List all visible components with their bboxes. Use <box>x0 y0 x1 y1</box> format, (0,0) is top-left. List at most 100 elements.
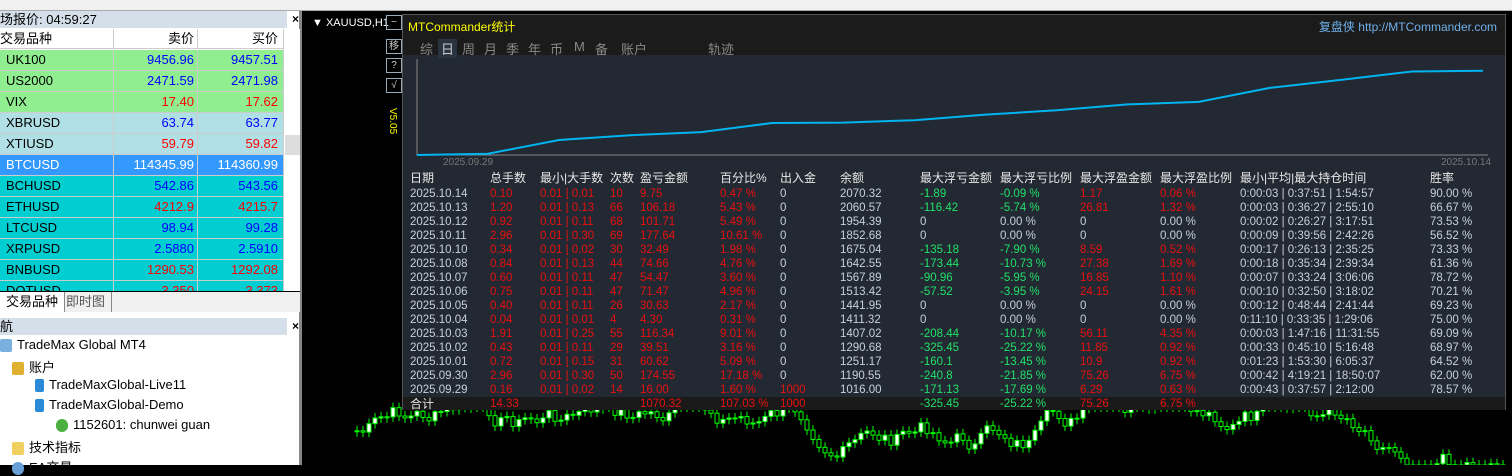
cell: 177.64 <box>640 229 675 243</box>
cell: 0:00:09 | 0:39:56 | 2:42:26 <box>1240 229 1374 243</box>
cell: 116.34 <box>640 327 674 341</box>
cell: 0.92 % <box>1160 355 1196 369</box>
cell: -0.09 % <box>1000 187 1040 201</box>
candle-body <box>763 416 767 421</box>
brand-link[interactable]: 复盘侠 http://MTCommander.com <box>1319 18 1497 35</box>
candle-body <box>799 412 803 420</box>
candle-body <box>877 435 881 440</box>
col-bid[interactable]: 卖价 <box>113 29 196 49</box>
cell: 66.67 % <box>1430 201 1472 215</box>
symbol-name: BNBUSD <box>6 260 60 280</box>
confirm-button[interactable]: √ <box>386 78 402 93</box>
cell: 14.33 <box>490 397 519 411</box>
cell: 0.04 <box>490 313 512 327</box>
cell: 最大浮亏比例 <box>1000 171 1072 185</box>
cell: 0 <box>780 215 786 229</box>
candle-body <box>403 416 407 418</box>
tree-indicators[interactable]: 技术指标 <box>12 437 81 456</box>
cell: 0.06 % <box>1160 187 1196 201</box>
cell: -5.74 % <box>1000 201 1040 215</box>
cell: 2025.10.02 <box>410 341 468 355</box>
cell: 55 <box>610 327 623 341</box>
cell: 0 <box>1080 313 1086 327</box>
cell: 75.00 % <box>1430 313 1472 327</box>
cell: 0 <box>780 355 786 369</box>
tree-accounts[interactable]: 账户 <box>12 357 55 376</box>
cell: 0:00:03 | 1:47:16 | 11:31:55 <box>1240 327 1379 341</box>
candle-body <box>565 414 569 420</box>
scrollbar[interactable] <box>283 29 300 291</box>
candle-body <box>1321 415 1325 417</box>
cell: 2060.57 <box>840 201 882 215</box>
cell: 5.43 % <box>720 201 756 215</box>
cell: 0:00:07 | 0:33:24 | 3:06:06 <box>1240 271 1374 285</box>
cell: 1.69 % <box>1160 257 1196 271</box>
cell: 0.92 % <box>1160 341 1196 355</box>
cell: -10.17 % <box>1000 327 1046 341</box>
col-ask[interactable]: 买价 <box>197 29 280 49</box>
candle-body <box>955 434 959 442</box>
cell: 1190.55 <box>840 369 881 383</box>
cell: 1567.89 <box>840 271 882 285</box>
cell: 0.63 % <box>1160 383 1196 397</box>
cell: 0.01 | 0.11 <box>540 341 593 355</box>
candle-body <box>1315 416 1319 417</box>
candle-body <box>943 441 947 443</box>
candle-body <box>991 426 995 431</box>
close-icon[interactable]: × <box>292 11 299 28</box>
col-symbol[interactable]: 交易品种 <box>0 29 52 49</box>
cell: 0.01 | 0.01 <box>540 313 594 327</box>
candle-body <box>811 430 815 439</box>
cell: 2025.10.03 <box>410 327 468 341</box>
cell: 0:00:43 | 0:37:57 | 2:12:00 <box>1240 383 1374 397</box>
tree-experts[interactable]: EA交易 <box>12 457 72 476</box>
candle-body <box>709 410 713 413</box>
cell: 0.01 | 0.11 <box>540 299 593 313</box>
move-button[interactable]: 移 <box>386 39 402 54</box>
cell: 61.36 % <box>1430 257 1472 271</box>
cell: 日期 <box>410 171 434 185</box>
candle-body <box>1447 454 1451 464</box>
scroll-thumb[interactable] <box>285 135 300 155</box>
close-icon[interactable]: × <box>292 318 299 335</box>
server-icon <box>35 379 44 392</box>
stats-tab[interactable]: M <box>574 39 585 54</box>
candle-body <box>1219 422 1223 427</box>
tab-symbols[interactable]: 交易品种 <box>0 292 65 312</box>
cell: 0:11:10 | 0:33:35 | 1:29:06 <box>1240 313 1373 327</box>
tree-account[interactable]: 1152601: chunwei guan <box>56 417 210 432</box>
candle-body <box>619 410 623 416</box>
help-button[interactable]: ? <box>386 58 402 73</box>
symbol-name: US2000 <box>6 71 53 91</box>
minimize-button[interactable]: − <box>386 15 402 30</box>
candle-body <box>739 417 743 418</box>
tab-tick-chart[interactable]: 即时图 <box>60 292 112 312</box>
candle-body <box>925 423 929 434</box>
candle-body <box>661 417 665 420</box>
navigator-title-text: 航 <box>0 319 13 334</box>
candle-body <box>373 418 377 424</box>
ask-price: 543.56 <box>197 176 280 196</box>
candle-body <box>1255 411 1259 420</box>
tree-server-demo[interactable]: TradeMaxGlobal-Demo <box>35 397 184 412</box>
tree-server-live[interactable]: TradeMaxGlobal-Live11 <box>35 377 186 392</box>
cell: 0.00 % <box>1000 299 1036 313</box>
cell: 0:00:10 | 0:32:50 | 3:18:02 <box>1240 285 1374 299</box>
tree-broker[interactable]: TradeMax Global MT4 <box>0 337 146 352</box>
cell: 盈亏金额 <box>640 171 688 185</box>
candle-body <box>913 432 917 433</box>
candle-body <box>439 412 443 413</box>
